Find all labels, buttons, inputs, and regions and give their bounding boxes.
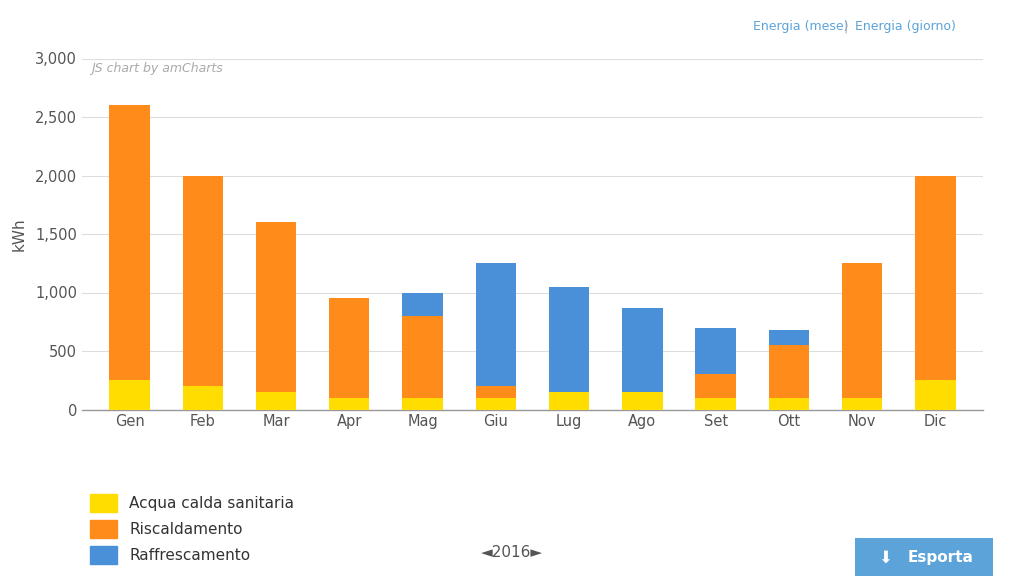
Y-axis label: kWh: kWh [11, 217, 27, 251]
Bar [476, 386, 516, 398]
Bar [256, 222, 296, 392]
Bar [623, 392, 663, 410]
Bar [549, 287, 589, 392]
Bar [329, 398, 370, 409]
Bar [769, 330, 809, 345]
Bar [110, 105, 150, 380]
Bar [110, 380, 150, 409]
Text: ⬇: ⬇ [879, 548, 892, 566]
Bar [915, 380, 955, 409]
Text: ◄2016►: ◄2016► [481, 545, 543, 560]
Bar [402, 316, 442, 398]
Bar [476, 398, 516, 409]
Bar [182, 176, 223, 386]
Legend: Acqua calda sanitaria, Riscaldamento, Raffrescamento: Acqua calda sanitaria, Riscaldamento, Ra… [89, 494, 294, 564]
Bar [695, 374, 736, 398]
Text: Energia (mese): Energia (mese) [753, 20, 848, 33]
Text: JS chart by amCharts: JS chart by amCharts [91, 62, 222, 75]
Bar [842, 263, 883, 398]
Bar [623, 308, 663, 392]
Bar [476, 263, 516, 386]
Bar [549, 392, 589, 410]
Bar [695, 398, 736, 409]
Bar [402, 292, 442, 316]
Bar [915, 176, 955, 380]
Bar [329, 298, 370, 398]
Bar [769, 398, 809, 409]
Bar [182, 386, 223, 410]
Bar [695, 328, 736, 374]
Text: Esporta: Esporta [908, 550, 974, 565]
Bar [256, 392, 296, 410]
Text: Energia (giorno): Energia (giorno) [855, 20, 956, 33]
Bar [842, 398, 883, 409]
Bar [402, 398, 442, 409]
Bar [769, 345, 809, 398]
Text: |: | [840, 20, 852, 33]
